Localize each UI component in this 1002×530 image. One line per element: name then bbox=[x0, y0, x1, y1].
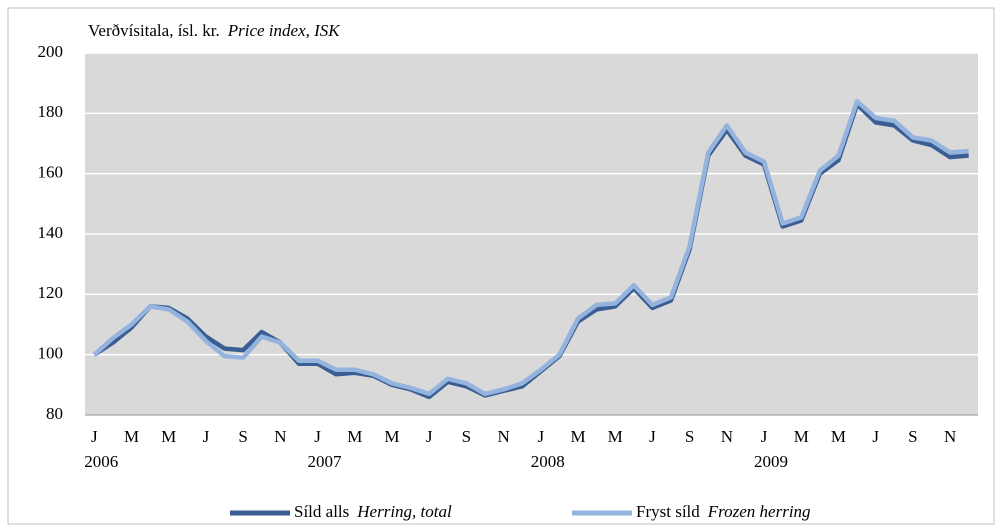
x-tick-label: J bbox=[761, 427, 768, 446]
legend-name: Fryst síld bbox=[636, 502, 700, 521]
x-tick-label: S bbox=[238, 427, 247, 446]
x-tick-label: N bbox=[944, 427, 956, 446]
legend-label: Síld alls Herring, total bbox=[294, 502, 452, 521]
series-line bbox=[92, 99, 969, 397]
year-label: 2008 bbox=[531, 452, 565, 471]
x-tick-label: S bbox=[685, 427, 694, 446]
year-label: 2007 bbox=[308, 452, 343, 471]
x-tick-label: M bbox=[124, 427, 139, 446]
y-tick-label: 100 bbox=[38, 344, 64, 363]
x-tick-label: M bbox=[794, 427, 809, 446]
x-tick-label: M bbox=[831, 427, 846, 446]
x-tick-label: N bbox=[497, 427, 509, 446]
x-tick-label: J bbox=[91, 427, 98, 446]
x-tick-label: N bbox=[721, 427, 733, 446]
x-tick-label: N bbox=[274, 427, 286, 446]
x-tick-label: S bbox=[462, 427, 471, 446]
x-tick-label: J bbox=[649, 427, 656, 446]
legend-name: Síld alls bbox=[294, 502, 349, 521]
y-tick-label: 80 bbox=[46, 404, 63, 423]
y-tick-label: 120 bbox=[38, 283, 64, 302]
x-tick-label: S bbox=[908, 427, 917, 446]
y-tick-label: 200 bbox=[38, 42, 64, 61]
y-axis-label: Verðvísitala, ísl. kr. Price index, ISK bbox=[88, 21, 341, 40]
x-tick-label: M bbox=[347, 427, 362, 446]
y-tick-label: 160 bbox=[38, 163, 64, 182]
x-tick-label: J bbox=[872, 427, 879, 446]
year-label: 2006 bbox=[84, 452, 118, 471]
y-tick-label: 180 bbox=[38, 102, 64, 121]
x-tick-label: J bbox=[426, 427, 433, 446]
x-tick-label: J bbox=[203, 427, 210, 446]
x-tick-label: M bbox=[608, 427, 623, 446]
x-tick-label: J bbox=[314, 427, 321, 446]
x-tick-label: M bbox=[384, 427, 399, 446]
x-tick-label: M bbox=[570, 427, 585, 446]
x-tick-label: J bbox=[537, 427, 544, 446]
legend-name-en: Herring, total bbox=[356, 502, 452, 521]
legend-label: Fryst síld Frozen herring bbox=[636, 502, 811, 521]
x-tick-label: M bbox=[161, 427, 176, 446]
y-tick-label: 140 bbox=[38, 223, 64, 242]
legend-name-en: Frozen herring bbox=[707, 502, 811, 521]
year-label: 2009 bbox=[754, 452, 788, 471]
